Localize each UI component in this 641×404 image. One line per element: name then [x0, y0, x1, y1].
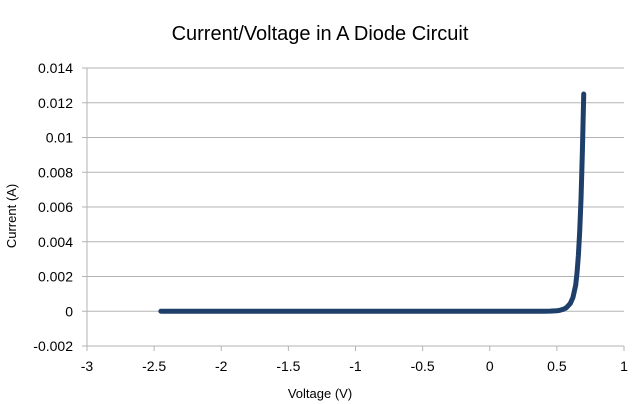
- y-tick-label: 0.004: [38, 234, 73, 250]
- y-tick-label: 0.014: [38, 60, 73, 76]
- x-axis-label: Voltage (V): [288, 386, 352, 401]
- y-axis-label: Current (A): [4, 184, 19, 248]
- y-tick-label: 0.008: [38, 164, 73, 180]
- y-tick-label: -0.002: [33, 338, 73, 354]
- x-tick-labels: -3 -2.5 -2 -1.5 -1 -0.5 0 0.5 1: [81, 358, 628, 374]
- y-tick-label: 0: [65, 303, 73, 319]
- series-line: [158, 91, 587, 314]
- grid-lines: [87, 67, 624, 347]
- y-tick-label: 0.012: [38, 95, 73, 111]
- x-tick-label: -2: [215, 358, 228, 374]
- x-tick-label: 1: [620, 358, 628, 374]
- x-tick-label: -1.5: [276, 358, 300, 374]
- x-tick-label: 0.5: [547, 358, 567, 374]
- y-tick-labels: -0.002 0 0.002 0.004 0.006 0.008 0.01 0.012 0.01…: [33, 60, 73, 354]
- y-tick-label: 0.006: [38, 199, 73, 215]
- x-tick-label: 0: [486, 358, 494, 374]
- x-tick-label: -2.5: [142, 358, 166, 374]
- x-tick-label: -3: [81, 358, 94, 374]
- axes: [82, 67, 625, 351]
- chart-title: Current/Voltage in A Diode Circuit: [172, 23, 469, 45]
- y-tick-label: 0.01: [46, 130, 73, 146]
- series-layer: [158, 91, 587, 314]
- y-tick-label: 0.002: [38, 269, 73, 285]
- x-tick-label: -1: [349, 358, 362, 374]
- x-tick-label: -0.5: [411, 358, 435, 374]
